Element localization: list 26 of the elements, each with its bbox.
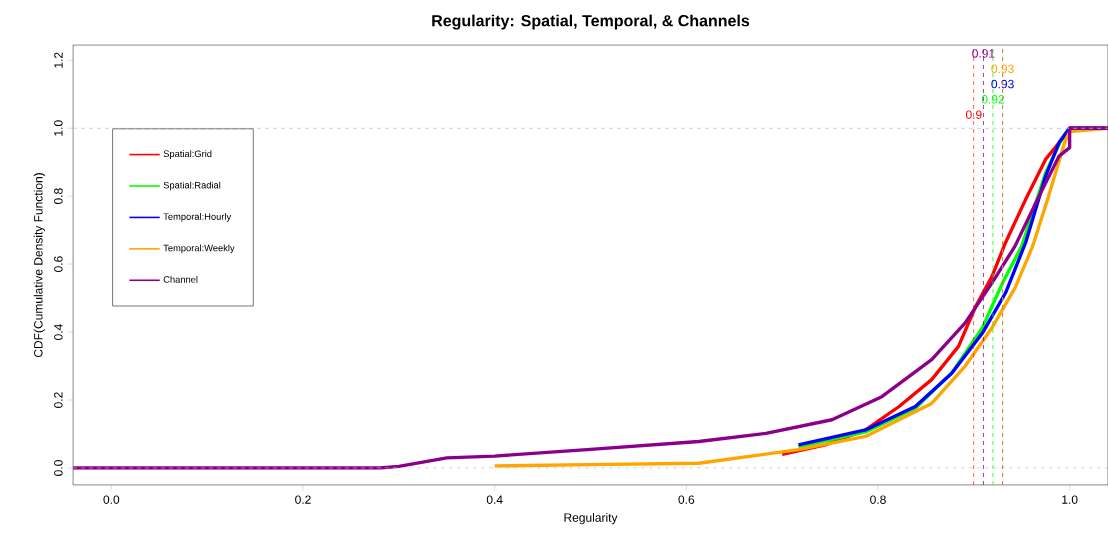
y-tick-label: 0.2 bbox=[54, 392, 63, 408]
y-tick-label: 1.2 bbox=[54, 52, 63, 68]
x-tick-label: 0.4 bbox=[486, 495, 503, 504]
y-tick-label: 1.0 bbox=[54, 120, 63, 136]
ref-line-label: 0.93 bbox=[991, 79, 1014, 89]
x-tick-label: 0.8 bbox=[870, 495, 886, 504]
y-tick-label: 0.6 bbox=[54, 256, 63, 273]
legend-label: Temporal:Weekly bbox=[163, 244, 235, 254]
y-tick-label: 0.0 bbox=[54, 460, 63, 476]
x-axis-title: Regularity bbox=[564, 513, 618, 525]
legend-label: Spatial:Grid bbox=[163, 150, 212, 159]
y-axis-title: CDF(Cumulative Density Function) bbox=[33, 173, 45, 358]
ref-line-label: 0.91 bbox=[972, 49, 995, 58]
ref-line-label: 0.9 bbox=[965, 110, 982, 119]
legend-label: Temporal:Hourly bbox=[163, 213, 232, 222]
legend-label: Spatial:Radial bbox=[163, 181, 221, 191]
x-tick-label: 0.0 bbox=[103, 495, 120, 504]
legend-label: Channel bbox=[163, 275, 198, 283]
x-tick-label: 0.6 bbox=[678, 495, 695, 504]
y-tick-label: 0.4 bbox=[54, 324, 63, 340]
y-tick-label: 0.8 bbox=[54, 188, 63, 205]
ref-line-label: 0.92 bbox=[981, 95, 1005, 104]
chart-title: Regularity: Spatial, Temporal, & Channels bbox=[432, 14, 750, 30]
x-tick-label: 0.2 bbox=[295, 495, 311, 504]
x-tick-label: 1.0 bbox=[1062, 495, 1078, 504]
ref-line-label: 0.93 bbox=[991, 64, 1014, 74]
